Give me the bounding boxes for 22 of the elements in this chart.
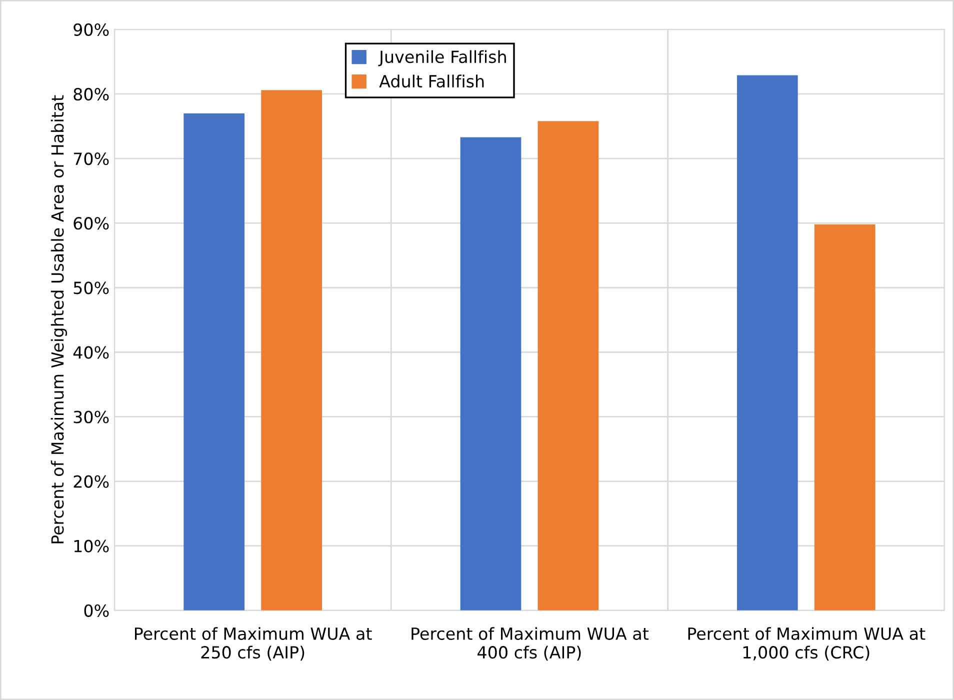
- legend-label: Juvenile Fallfish: [378, 50, 506, 66]
- y-tick-label: 0%: [84, 604, 109, 617]
- y-tick-label: 20%: [74, 475, 109, 488]
- bar: [184, 113, 245, 610]
- y-axis-title: Percent of Maximum Weighted Usable Area or Habitat: [50, 95, 68, 544]
- bar: [538, 121, 599, 610]
- legend-label: Adult Fallfish: [379, 74, 484, 88]
- x-tick-label: Percent of Maximum WUA at 250 cfs (AIP): [135, 627, 372, 661]
- y-tick-label: 10%: [74, 540, 109, 552]
- x-tick-label: Percent of Maximum WUA at 1,000 cfs (CRC): [688, 627, 926, 661]
- y-tick-label: 70%: [74, 152, 109, 166]
- y-tick-label: 60%: [74, 217, 109, 230]
- x-tick-label: Percent of Maximum WUA at 400 cfs (AIP): [412, 627, 649, 661]
- bar: [814, 224, 876, 610]
- y-tick-label: 50%: [74, 282, 109, 294]
- y-tick-label: 80%: [74, 88, 109, 101]
- bar: [261, 90, 322, 610]
- y-tick-label: 90%: [74, 23, 109, 36]
- bar: [736, 75, 798, 610]
- y-tick-label: 40%: [73, 346, 109, 359]
- y-tick-label: 30%: [74, 410, 109, 424]
- bar: [460, 137, 522, 610]
